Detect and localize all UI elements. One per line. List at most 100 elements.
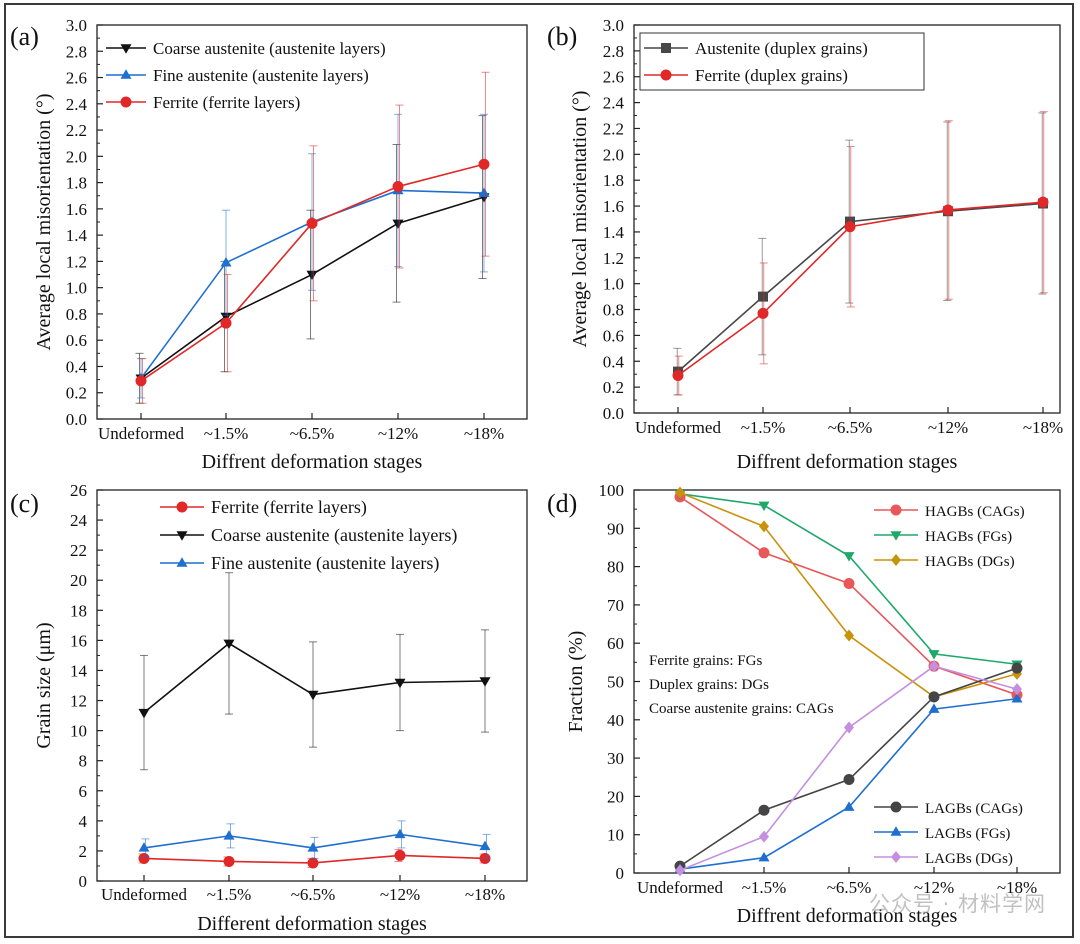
x-tick-label-d: ~1.5% — [742, 878, 787, 897]
x-tick-label-c: Undeformed — [101, 885, 187, 904]
x-tick-label-b: ~18% — [1023, 418, 1063, 437]
y-tick-label-b: 0.2 — [603, 378, 624, 397]
data-point-a-1 — [478, 187, 490, 197]
x-tick-label-d: ~12% — [914, 878, 954, 897]
y-tick-label-b: 2.8 — [603, 42, 624, 61]
y-tick-label-a: 0.2 — [66, 384, 87, 403]
y-tick-label-b: 2.6 — [603, 68, 624, 87]
data-point-d-4 — [1011, 692, 1023, 703]
x-tick-label-b: Undeformed — [635, 418, 721, 437]
legend-label-c: Fine austenite (austenite layers) — [211, 553, 439, 574]
data-point-a-1 — [220, 256, 232, 267]
y-tick-label-c: 22 — [70, 541, 87, 560]
x-tick-label-a: ~18% — [464, 424, 504, 443]
legend-label-a: Coarse austenite (austenite layers) — [153, 39, 386, 58]
data-point-c-0 — [138, 852, 150, 864]
y-tick-label-a: 2.2 — [66, 121, 87, 140]
data-point-c-2 — [223, 830, 235, 840]
y-axis-label-d: Fraction (%) — [565, 631, 587, 733]
y-tick-label-c: 24 — [70, 511, 88, 530]
data-point-d-1 — [758, 501, 770, 512]
panel-label-d: (d) — [547, 489, 577, 518]
legend-item-c: Ferrite (ferrite layers) — [160, 497, 367, 518]
legend-marker-c — [176, 531, 188, 541]
data-point-c-1 — [307, 690, 319, 701]
legend-item-c: Coarse austenite (austenite layers) — [160, 525, 457, 546]
y-tick-label-d: 80 — [607, 558, 624, 577]
panel-a: (a) 0.0 0.2 0.4 0.6 0.8 1.0 1.2 1.4 1.6 1.8 2.0 2.2 2… — [10, 16, 528, 473]
data-point-c-2 — [394, 828, 406, 839]
legend-item-a: Ferrite (ferrite layers) — [106, 93, 300, 112]
y-tick-label-b: 1.2 — [603, 249, 624, 268]
legend-item-d: LAGBs (DGs) — [874, 851, 1013, 867]
x-tick-label-c: ~1.5% — [207, 885, 252, 904]
legend-label-a: Fine austenite (austenite layers) — [153, 66, 369, 85]
series-c-2 — [138, 820, 491, 859]
y-tick-label-c: 10 — [70, 722, 87, 741]
y-tick-label-d: 40 — [607, 711, 624, 730]
series-line-b-1 — [677, 201, 1044, 377]
data-point-c-0 — [394, 849, 406, 861]
series-b-0 — [673, 112, 1048, 396]
legend-box-b — [639, 32, 925, 91]
legend-label-d: LAGBs (DGs) — [925, 851, 1013, 867]
x-tick-label-d: ~18% — [997, 878, 1037, 897]
y-tick-label-d: 50 — [607, 673, 624, 692]
series-a-2 — [135, 71, 490, 404]
series-a-1 — [135, 113, 490, 399]
series-d-5 — [675, 660, 1022, 877]
panel-label-a: (a) — [10, 22, 39, 51]
data-point-b-1 — [844, 221, 856, 233]
figure-frame — [4, 3, 1074, 938]
legend-marker-a — [120, 69, 132, 79]
y-tick-label-a: 0.8 — [66, 305, 87, 324]
y-tick-label-c: 8 — [79, 752, 88, 771]
x-axis-label-d: Diffrent deformation stages — [737, 905, 958, 927]
x-tick-label-b: ~6.5% — [828, 418, 873, 437]
y-tick-label-a: 1.0 — [66, 279, 87, 298]
x-tick-label-b: ~1.5% — [741, 418, 786, 437]
legend-label-d: LAGBs (CAGs) — [925, 801, 1023, 817]
y-tick-label-a: 1.2 — [66, 252, 87, 271]
data-point-d-5 — [929, 660, 939, 673]
legend-marker-b — [660, 69, 672, 81]
y-tick-label-b: 2.2 — [603, 119, 624, 138]
y-tick-label-b: 1.8 — [603, 171, 624, 190]
y-tick-label-a: 0.4 — [66, 357, 88, 376]
y-tick-label-a: 2.6 — [66, 69, 87, 88]
y-tick-label-b: 1.6 — [603, 197, 624, 216]
data-point-d-1 — [843, 552, 855, 562]
x-axis-label-c: Different deformation stages — [197, 913, 427, 935]
y-tick-label-d: 20 — [607, 787, 624, 806]
data-point-d-2 — [675, 486, 685, 499]
data-point-c-0 — [307, 857, 319, 869]
x-tick-label-b: ~12% — [928, 418, 968, 437]
legend-marker-b — [661, 43, 671, 53]
y-tick-label-b: 0.6 — [603, 326, 624, 345]
data-point-b-1 — [942, 204, 954, 216]
y-tick-label-c: 18 — [70, 601, 87, 620]
y-tick-label-a: 3.0 — [66, 16, 87, 35]
data-point-a-2 — [220, 317, 232, 329]
y-axis-label-a: Average local misorientation (°) — [33, 94, 55, 351]
data-point-b-1 — [757, 307, 769, 319]
data-point-d-4 — [843, 801, 855, 811]
legend-item-d: HAGBs (CAGs) — [874, 504, 1025, 520]
y-tick-label-b: 0.8 — [603, 301, 624, 320]
y-tick-label-d: 90 — [607, 519, 624, 538]
y-tick-label-c: 6 — [79, 782, 88, 801]
data-point-d-2 — [759, 520, 769, 533]
y-tick-label-d: 10 — [607, 826, 624, 845]
y-tick-label-a: 1.4 — [66, 226, 88, 245]
data-point-b-1 — [1037, 196, 1049, 208]
y-tick-label-c: 4 — [79, 812, 88, 831]
data-point-c-1 — [394, 678, 406, 689]
x-axis-label-b: Diffrent deformation stages — [737, 451, 958, 473]
series-c-0 — [138, 848, 491, 869]
legend-item-d: HAGBs (DGs) — [874, 554, 1015, 570]
y-tick-label-b: 0.0 — [603, 404, 624, 423]
annotation-d: Ferrite grains: FGs — [649, 653, 762, 669]
legend-label-b: Ferrite (duplex grains) — [695, 66, 848, 85]
data-point-d-5 — [759, 830, 769, 843]
